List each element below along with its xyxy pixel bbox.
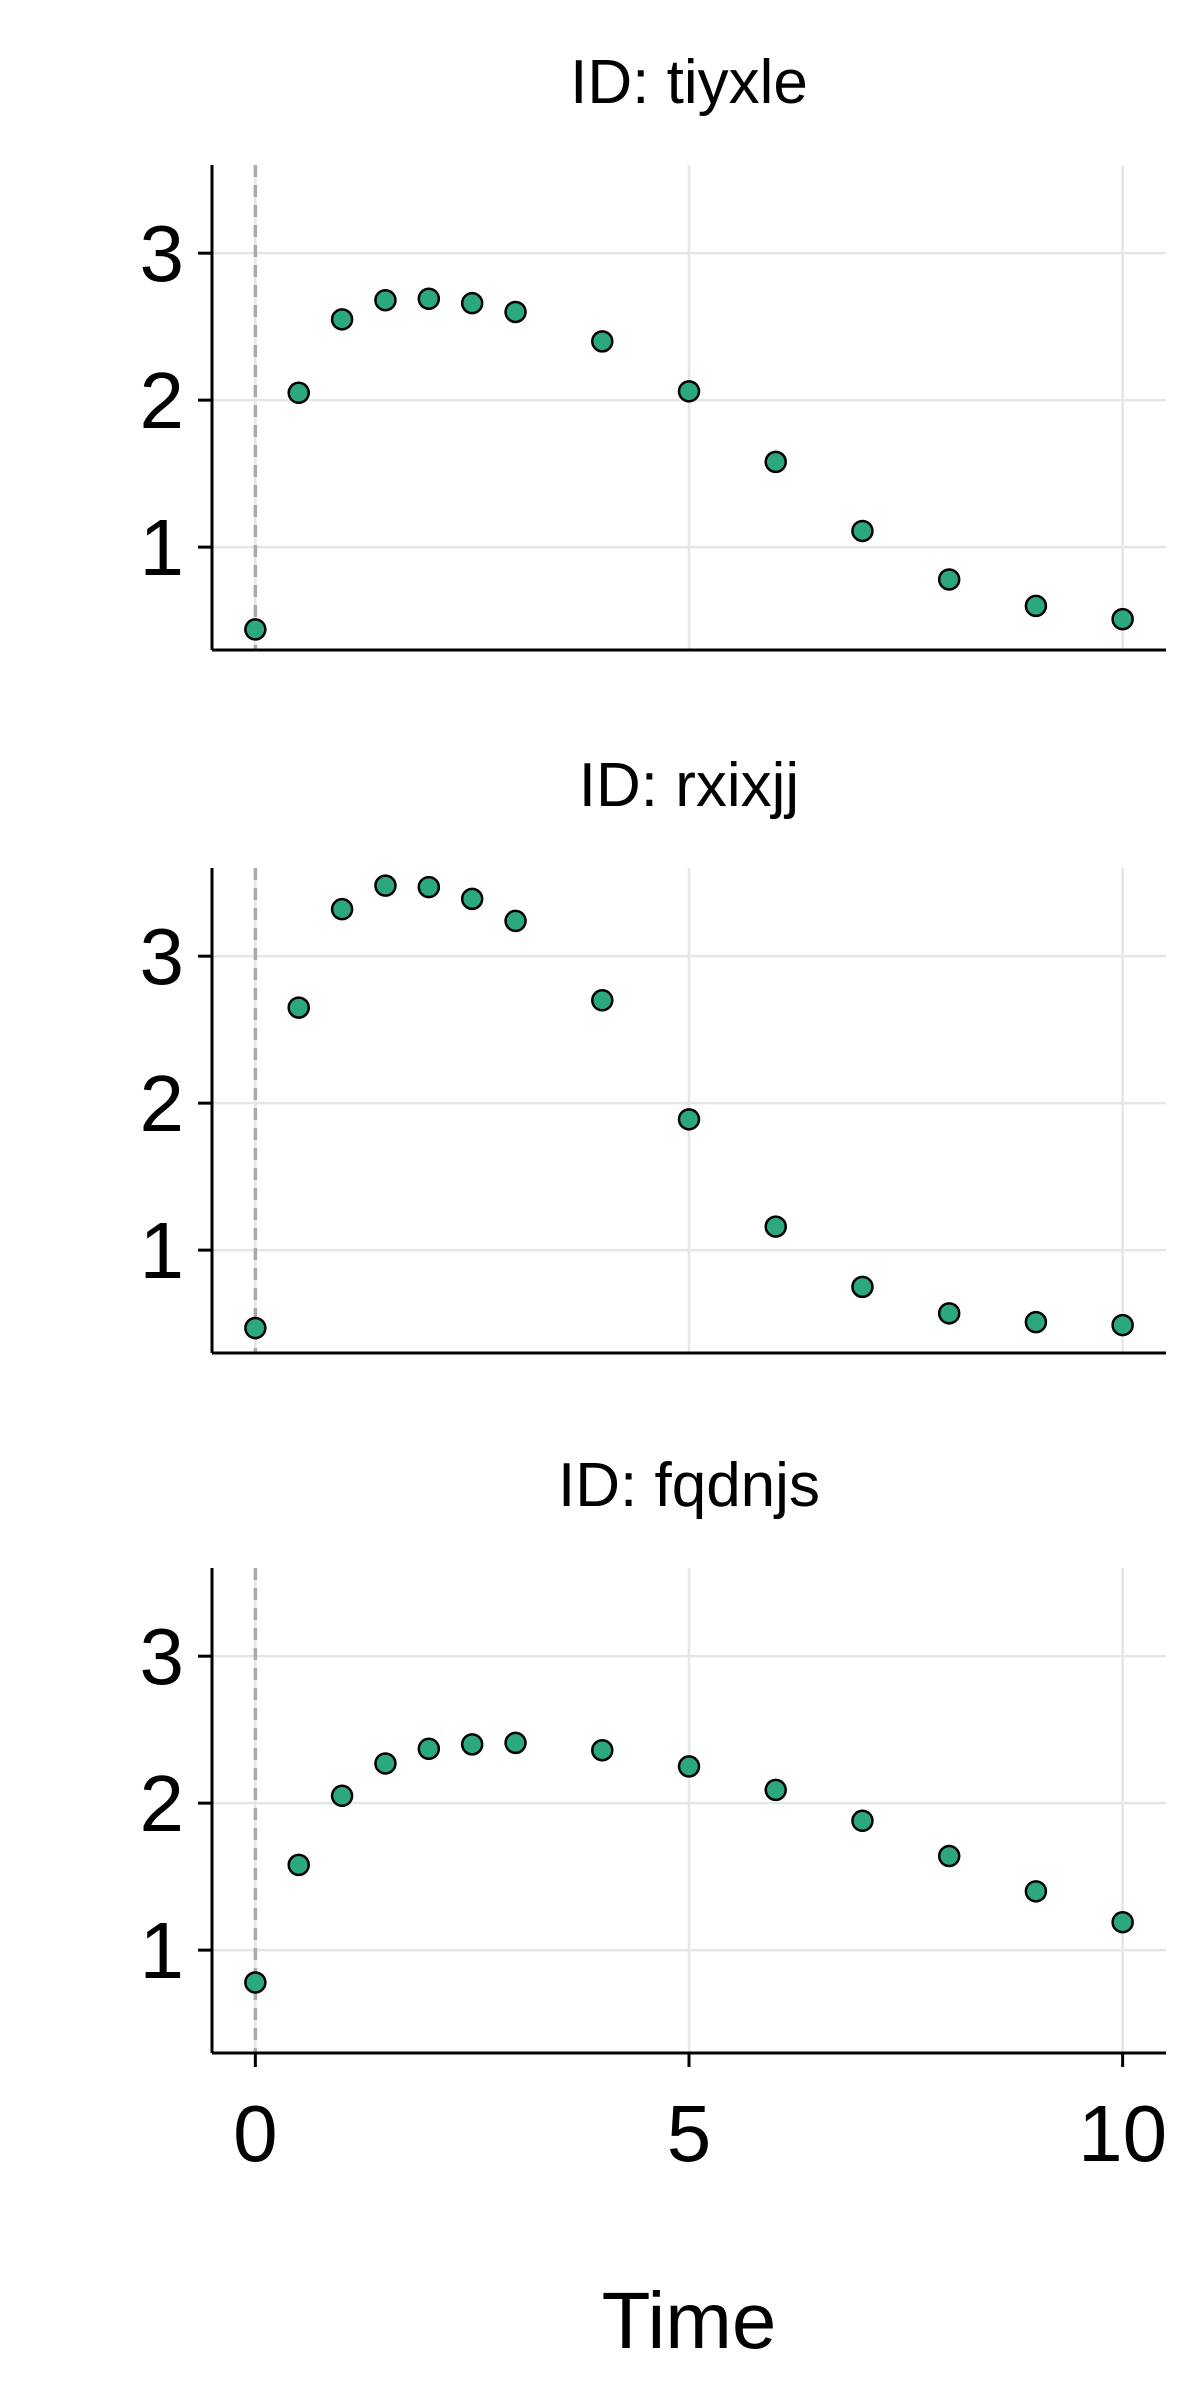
- data-point: [937, 1302, 961, 1325]
- data-point: [417, 875, 441, 899]
- data-point: [1111, 1313, 1134, 1337]
- data-point: [764, 1778, 787, 1802]
- data-point: [330, 1784, 354, 1808]
- y-tick-label: 2: [140, 1059, 185, 1148]
- y-tick-label: 1: [140, 1206, 185, 1295]
- y-tick-label: 2: [140, 1759, 185, 1848]
- data-point: [851, 519, 874, 543]
- data-point: [374, 874, 397, 897]
- y-tick-label: 1: [140, 503, 185, 592]
- panel-title: ID: rxixjj: [579, 751, 799, 820]
- panel-title: ID: tiyxle: [570, 48, 808, 117]
- y-tick-label: 3: [140, 209, 185, 298]
- data-point: [1024, 1880, 1048, 1903]
- panel-1: 1 2 3 ID: tiyxle: [140, 48, 1166, 652]
- data-point: [287, 381, 310, 405]
- panel-2: 1 2 3 ID: rxixjj: [140, 751, 1166, 1355]
- data-point: [1111, 1910, 1134, 1934]
- data-point: [460, 887, 484, 911]
- data-point: [460, 291, 484, 315]
- data-point: [764, 1215, 787, 1238]
- data-point: [330, 308, 354, 331]
- data-point: [851, 1275, 874, 1299]
- x-tick-label: 0: [233, 2089, 278, 2178]
- data-point: [1024, 1310, 1048, 1334]
- data-point: [591, 1738, 614, 1762]
- x-axis-title: Time: [602, 2276, 777, 2365]
- data-point: [504, 1731, 527, 1755]
- data-point: [937, 568, 961, 591]
- data-point: [677, 1755, 701, 1778]
- y-tick-label: 2: [140, 356, 185, 445]
- data-point: [591, 989, 614, 1012]
- data-point: [937, 1844, 961, 1868]
- data-point: [851, 1809, 874, 1833]
- data-point: [1024, 594, 1048, 618]
- data-point: [1111, 607, 1134, 631]
- x-tick-label: 10: [1078, 2089, 1167, 2178]
- data-point: [677, 380, 701, 403]
- x-tick-label: 5: [667, 2089, 712, 2178]
- panel-3: 1 2 3 0 5 10 ID: fqdnjs: [140, 1451, 1168, 2178]
- y-tick-label: 3: [140, 912, 185, 1001]
- data-point: [417, 1737, 441, 1761]
- data-point: [504, 909, 527, 933]
- data-point: [287, 996, 310, 1019]
- data-point: [677, 1108, 701, 1131]
- data-point: [374, 288, 397, 312]
- data-point: [417, 287, 441, 310]
- data-point: [764, 450, 787, 474]
- y-tick-label: 3: [140, 1612, 185, 1701]
- y-tick-label: 1: [140, 1906, 185, 1995]
- data-point: [460, 1733, 484, 1756]
- data-point: [591, 330, 614, 353]
- data-point: [244, 618, 267, 641]
- data-point: [244, 1971, 267, 1994]
- data-point: [330, 897, 354, 921]
- data-point: [244, 1316, 267, 1340]
- panel-title: ID: fqdnjs: [558, 1451, 820, 1520]
- data-point: [287, 1853, 310, 1877]
- data-point: [374, 1752, 397, 1775]
- data-point: [504, 300, 527, 324]
